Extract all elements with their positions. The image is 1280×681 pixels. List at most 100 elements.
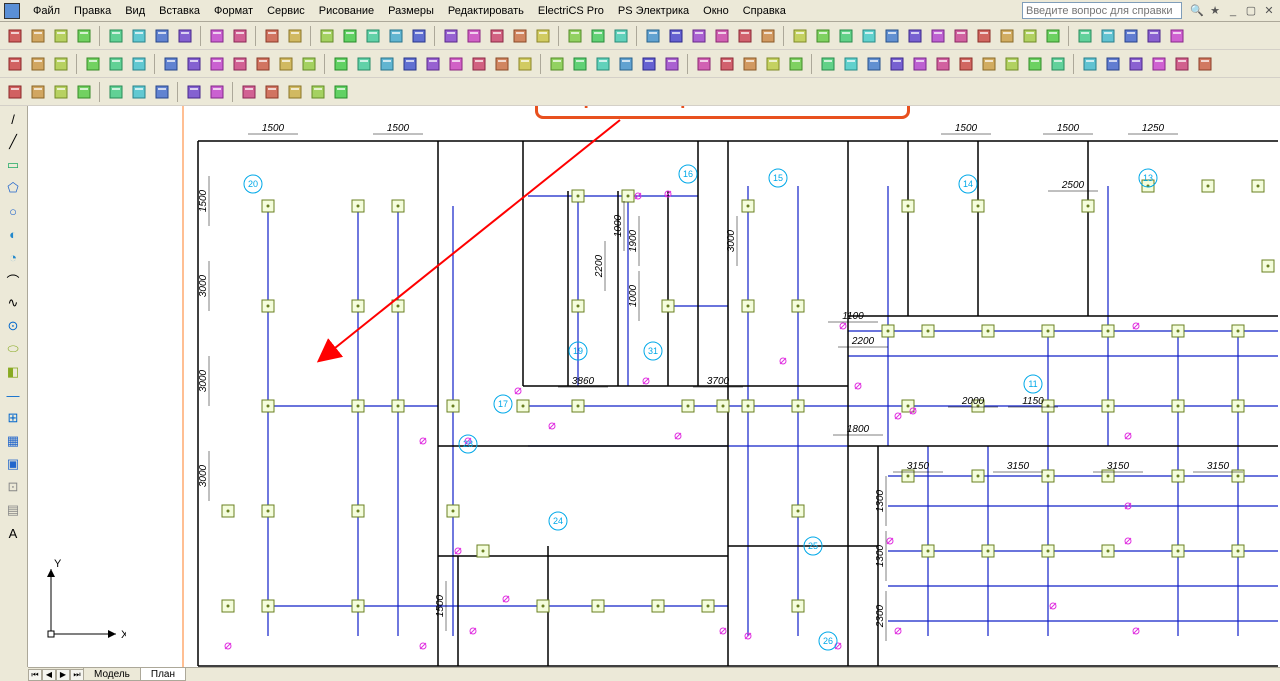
- toolbar-button[interactable]: [532, 25, 554, 47]
- toolbar-button[interactable]: [206, 25, 228, 47]
- menu-edit[interactable]: Правка: [67, 3, 118, 19]
- toolbar-button[interactable]: [996, 25, 1018, 47]
- toolbar-button[interactable]: [638, 53, 660, 75]
- toolbar-button[interactable]: [468, 53, 490, 75]
- toolbar-button[interactable]: [904, 25, 926, 47]
- toolbar-button[interactable]: [151, 81, 173, 103]
- toolbar-button[interactable]: [445, 53, 467, 75]
- menu-format[interactable]: Формат: [207, 3, 260, 19]
- toolbar-button[interactable]: [4, 81, 26, 103]
- menu-file[interactable]: Файл: [26, 3, 67, 19]
- menu-ps[interactable]: PS Электрика: [611, 3, 696, 19]
- toolbar-button[interactable]: [105, 81, 127, 103]
- toolbar-button[interactable]: [353, 53, 375, 75]
- help-search-input[interactable]: [1022, 2, 1182, 19]
- toolbar-button[interactable]: [762, 53, 784, 75]
- toolbar-button[interactable]: [128, 53, 150, 75]
- toolbar-button[interactable]: [174, 25, 196, 47]
- toolbar-button[interactable]: [206, 53, 228, 75]
- toolbar-button[interactable]: [27, 25, 49, 47]
- toolbar-button[interactable]: [817, 53, 839, 75]
- toolbar-button[interactable]: [642, 25, 664, 47]
- toolbar-button[interactable]: [564, 25, 586, 47]
- toolbar-button[interactable]: [1074, 25, 1096, 47]
- menu-help[interactable]: Справка: [736, 3, 793, 19]
- toolbar-button[interactable]: [835, 25, 857, 47]
- draw-tool-button[interactable]: ⊞: [2, 407, 24, 429]
- toolbar-button[interactable]: [284, 25, 306, 47]
- toolbar-button[interactable]: [422, 53, 444, 75]
- close-icon[interactable]: ✕: [1262, 4, 1276, 18]
- toolbar-button[interactable]: [160, 53, 182, 75]
- star-icon[interactable]: ★: [1208, 4, 1222, 18]
- draw-tool-button[interactable]: ◔: [2, 246, 24, 268]
- toolbar-button[interactable]: [486, 25, 508, 47]
- toolbar-button[interactable]: [1166, 25, 1188, 47]
- toolbar-button[interactable]: [73, 81, 95, 103]
- toolbar-button[interactable]: [739, 53, 761, 75]
- toolbar-button[interactable]: [688, 25, 710, 47]
- toolbar-button[interactable]: [275, 53, 297, 75]
- toolbar-button[interactable]: [1148, 53, 1170, 75]
- tab-nav-last[interactable]: ⏭: [70, 669, 84, 681]
- menu-view[interactable]: Вид: [118, 3, 152, 19]
- draw-tool-button[interactable]: ▦: [2, 430, 24, 452]
- toolbar-button[interactable]: [330, 53, 352, 75]
- toolbar-button[interactable]: [50, 53, 72, 75]
- toolbar-button[interactable]: [408, 25, 430, 47]
- tab-nav-next[interactable]: ▶: [56, 669, 70, 681]
- toolbar-button[interactable]: [1001, 53, 1023, 75]
- draw-tool-button[interactable]: ○: [2, 200, 24, 222]
- toolbar-button[interactable]: [812, 25, 834, 47]
- toolbar-button[interactable]: [376, 53, 398, 75]
- toolbar-button[interactable]: [27, 81, 49, 103]
- draw-tool-button[interactable]: ⬠: [2, 177, 24, 199]
- draw-tool-button[interactable]: ⊙: [2, 315, 24, 337]
- toolbar-button[interactable]: [881, 25, 903, 47]
- toolbar-button[interactable]: [978, 53, 1000, 75]
- toolbar-button[interactable]: [261, 81, 283, 103]
- toolbar-button[interactable]: [785, 53, 807, 75]
- toolbar-button[interactable]: [927, 25, 949, 47]
- toolbar-button[interactable]: [592, 53, 614, 75]
- toolbar-button[interactable]: [1042, 25, 1064, 47]
- toolbar-button[interactable]: [587, 25, 609, 47]
- toolbar-button[interactable]: [840, 53, 862, 75]
- toolbar-button[interactable]: [693, 53, 715, 75]
- tab-nav-prev[interactable]: ◀: [42, 669, 56, 681]
- menu-drawing[interactable]: Рисование: [312, 3, 381, 19]
- toolbar-button[interactable]: [261, 25, 283, 47]
- toolbar-button[interactable]: [82, 53, 104, 75]
- toolbar-button[interactable]: [661, 53, 683, 75]
- toolbar-button[interactable]: [151, 25, 173, 47]
- drawing-canvas[interactable]: 2016151413193117282425261115001500150015…: [28, 106, 1280, 667]
- search-icon[interactable]: 🔍: [1190, 4, 1204, 18]
- toolbar-button[interactable]: [440, 25, 462, 47]
- draw-tool-button[interactable]: —: [2, 384, 24, 406]
- toolbar-button[interactable]: [491, 53, 513, 75]
- menu-service[interactable]: Сервис: [260, 3, 312, 19]
- toolbar-button[interactable]: [1194, 53, 1216, 75]
- menu-dimensions[interactable]: Размеры: [381, 3, 441, 19]
- toolbar-button[interactable]: [514, 53, 536, 75]
- toolbar-button[interactable]: [610, 25, 632, 47]
- toolbar-button[interactable]: [858, 25, 880, 47]
- tab-nav-first[interactable]: ⏮: [28, 669, 42, 681]
- toolbar-button[interactable]: [757, 25, 779, 47]
- toolbar-button[interactable]: [252, 53, 274, 75]
- toolbar-button[interactable]: [339, 25, 361, 47]
- toolbar-button[interactable]: [50, 81, 72, 103]
- toolbar-button[interactable]: [183, 81, 205, 103]
- toolbar-button[interactable]: [973, 25, 995, 47]
- toolbar-button[interactable]: [4, 53, 26, 75]
- draw-tool-button[interactable]: ▤: [2, 499, 24, 521]
- toolbar-button[interactable]: [1102, 53, 1124, 75]
- draw-tool-button[interactable]: /: [2, 108, 24, 130]
- toolbar-button[interactable]: [229, 25, 251, 47]
- toolbar-button[interactable]: [105, 25, 127, 47]
- toolbar-button[interactable]: [50, 25, 72, 47]
- toolbar-button[interactable]: [665, 25, 687, 47]
- tab-model[interactable]: Модель: [83, 668, 141, 681]
- toolbar-button[interactable]: [546, 53, 568, 75]
- toolbar-button[interactable]: [932, 53, 954, 75]
